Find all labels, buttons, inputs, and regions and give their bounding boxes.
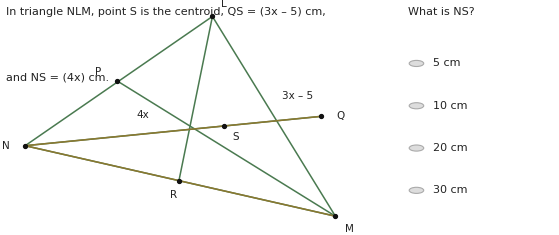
Text: 10 cm: 10 cm [433, 101, 468, 111]
Text: N: N [2, 141, 10, 151]
Text: What is NS?: What is NS? [408, 7, 475, 17]
Text: 30 cm: 30 cm [433, 185, 468, 195]
Text: R: R [170, 190, 177, 200]
Text: In triangle NLM, point S is the centroid, QS = (3x – 5) cm,: In triangle NLM, point S is the centroid… [6, 7, 325, 17]
Text: S: S [233, 133, 239, 142]
Text: 5 cm: 5 cm [433, 59, 461, 68]
Text: Q: Q [337, 111, 345, 121]
Text: M: M [345, 224, 354, 234]
Text: L: L [221, 0, 226, 8]
Text: 3x – 5: 3x – 5 [282, 91, 314, 101]
Text: 20 cm: 20 cm [433, 143, 468, 153]
Text: 4x: 4x [136, 110, 149, 120]
Text: P: P [94, 67, 101, 77]
Text: and NS = (4x) cm.: and NS = (4x) cm. [6, 73, 108, 83]
